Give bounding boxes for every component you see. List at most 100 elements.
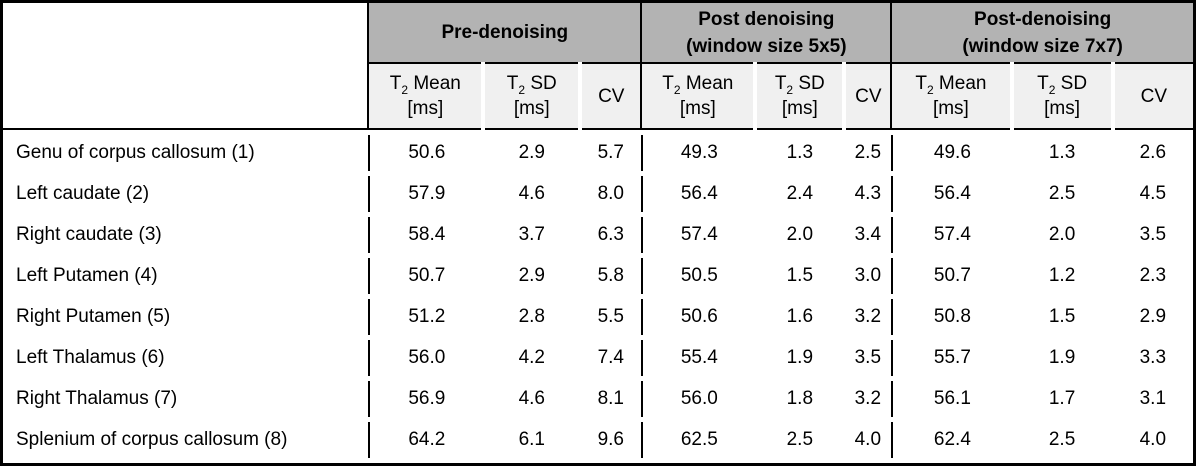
w5-cv-cell: 2.5 — [844, 135, 892, 171]
subheader-unit: [ms] — [513, 98, 550, 119]
pre-cv-cell: 8.1 — [580, 381, 642, 417]
w5-mean-cell: 49.3 — [641, 135, 756, 171]
table-row: Splenium of corpus callosum (8) 64.2 6.1… — [3, 422, 1193, 458]
pre-sd-cell: 2.9 — [483, 135, 581, 171]
group-title-line1: Pre-denoising — [441, 22, 569, 43]
w5-mean-cell: 56.0 — [641, 381, 756, 417]
pre-cv-cell: 9.6 — [580, 422, 642, 458]
pre-sd-cell: 4.6 — [483, 381, 581, 417]
pre-sd-cell: 6.1 — [483, 422, 581, 458]
corner-cell — [3, 3, 370, 130]
w5-sd-cell: 2.4 — [755, 176, 845, 212]
pre-sd-cell: 4.6 — [483, 176, 581, 212]
w5-sd-cell: 1.6 — [755, 299, 845, 335]
pre-mean-cell: 50.6 — [368, 135, 484, 171]
w7-cv-cell: 4.5 — [1112, 176, 1193, 212]
pre-mean-cell: 50.7 — [368, 258, 484, 294]
region-label: Right Putamen (5) — [3, 299, 369, 335]
table-row: Left Putamen (4) 50.7 2.9 5.8 50.5 1.5 3… — [3, 258, 1193, 294]
subheader-label: CV — [855, 85, 882, 107]
pre-mean-cell: 51.2 — [368, 299, 484, 335]
pre-cv-cell: 5.5 — [580, 299, 642, 335]
pre-sd-cell: 4.2 — [483, 340, 581, 376]
w5-sd-cell: 1.3 — [755, 135, 845, 171]
w7-sd-cell: 1.2 — [1011, 258, 1113, 294]
w5-mean-cell: 56.4 — [641, 176, 756, 212]
pre-sd-cell: 2.9 — [483, 258, 581, 294]
table-header: Pre-denoising Post denoising (window siz… — [3, 3, 1193, 130]
group-header-pre-denoising: Pre-denoising — [367, 3, 642, 64]
group-title-line1: Post denoising — [698, 8, 835, 30]
pre-cv-cell: 6.3 — [580, 217, 642, 253]
pre-mean-cell: 58.4 — [368, 217, 484, 253]
subheader-unit: [ms] — [679, 98, 716, 119]
w7-cv-cell: 3.1 — [1112, 381, 1193, 417]
w5-sd-cell: 1.5 — [755, 258, 845, 294]
w7-mean-cell: 50.7 — [891, 258, 1012, 294]
subheader-label: T2 Mean — [662, 73, 734, 97]
table-row: Right Putamen (5) 51.2 2.8 5.5 50.6 1.6 … — [3, 299, 1193, 335]
w5-cv-cell: 3.2 — [844, 299, 892, 335]
table-row: Genu of corpus callosum (1) 50.6 2.9 5.7… — [3, 135, 1193, 171]
subheader-w7-t2-mean: T2 Mean [ms] — [890, 63, 1012, 130]
w7-cv-cell: 2.6 — [1112, 135, 1193, 171]
table-row: Left Thalamus (6) 56.0 4.2 7.4 55.4 1.9 … — [3, 340, 1193, 376]
w5-mean-cell: 50.6 — [641, 299, 756, 335]
group-title-line2: (window size 7x7) — [962, 35, 1123, 57]
region-label: Right Thalamus (7) — [3, 381, 369, 417]
group-header-post-denoising-5x5: Post denoising (window size 5x5) — [640, 3, 892, 64]
w7-mean-cell: 50.8 — [891, 299, 1012, 335]
w7-mean-cell: 62.4 — [891, 422, 1012, 458]
subheader-label: T2 SD — [506, 73, 557, 97]
region-label: Genu of corpus callosum (1) — [3, 135, 369, 171]
subheader-unit: [ms] — [781, 98, 818, 119]
w5-cv-cell: 3.2 — [844, 381, 892, 417]
subheader-label: T2 Mean — [389, 73, 461, 97]
w7-mean-cell: 56.4 — [891, 176, 1012, 212]
w7-sd-cell: 1.7 — [1011, 381, 1113, 417]
subheader-label: CV — [1140, 85, 1168, 107]
pre-sd-cell: 2.8 — [483, 299, 581, 335]
w7-cv-cell: 4.0 — [1112, 422, 1193, 458]
w7-cv-cell: 3.5 — [1112, 217, 1193, 253]
subheader-w7-cv: CV — [1110, 63, 1193, 130]
w5-mean-cell: 62.5 — [641, 422, 756, 458]
w7-sd-cell: 1.5 — [1011, 299, 1113, 335]
w7-mean-cell: 55.7 — [891, 340, 1012, 376]
w5-cv-cell: 3.5 — [844, 340, 892, 376]
subheader-w5-t2-mean: T2 Mean [ms] — [640, 63, 756, 130]
pre-mean-cell: 64.2 — [368, 422, 484, 458]
table-row: Right Thalamus (7) 56.9 4.6 8.1 56.0 1.8… — [3, 381, 1193, 417]
subheader-unit: [ms] — [932, 98, 969, 119]
subheader-label: T2 SD — [774, 73, 825, 97]
pre-sd-cell: 3.7 — [483, 217, 581, 253]
table-row: Left caudate (2) 57.9 4.6 8.0 56.4 2.4 4… — [3, 176, 1193, 212]
w7-sd-cell: 1.3 — [1011, 135, 1113, 171]
subheader-row: T2 Mean [ms] T2 SD [ms] CV T2 Mean [ms] … — [3, 63, 1193, 130]
subheader-w5-cv: CV — [842, 63, 892, 130]
w7-cv-cell: 2.3 — [1112, 258, 1193, 294]
subheader-pre-cv: CV — [578, 63, 642, 130]
w7-sd-cell: 1.9 — [1011, 340, 1113, 376]
group-title-line1: Post-denoising — [974, 8, 1112, 30]
region-label: Left caudate (2) — [3, 176, 369, 212]
subheader-label: CV — [598, 85, 625, 107]
region-label: Splenium of corpus callosum (8) — [3, 422, 369, 458]
subheader-label: T2 Mean — [915, 73, 987, 97]
w5-cv-cell: 3.4 — [844, 217, 892, 253]
subheader-pre-t2-mean: T2 Mean [ms] — [367, 63, 484, 130]
pre-cv-cell: 7.4 — [580, 340, 642, 376]
subheader-unit: [ms] — [1044, 98, 1081, 119]
pre-mean-cell: 56.0 — [368, 340, 484, 376]
w5-mean-cell: 55.4 — [641, 340, 756, 376]
w7-cv-cell: 3.3 — [1112, 340, 1193, 376]
w5-sd-cell: 1.8 — [755, 381, 845, 417]
w7-sd-cell: 2.5 — [1011, 176, 1113, 212]
w7-sd-cell: 2.0 — [1011, 217, 1113, 253]
w5-mean-cell: 57.4 — [641, 217, 756, 253]
w5-cv-cell: 4.3 — [844, 176, 892, 212]
w5-cv-cell: 4.0 — [844, 422, 892, 458]
w7-mean-cell: 57.4 — [891, 217, 1012, 253]
w5-sd-cell: 2.0 — [755, 217, 845, 253]
